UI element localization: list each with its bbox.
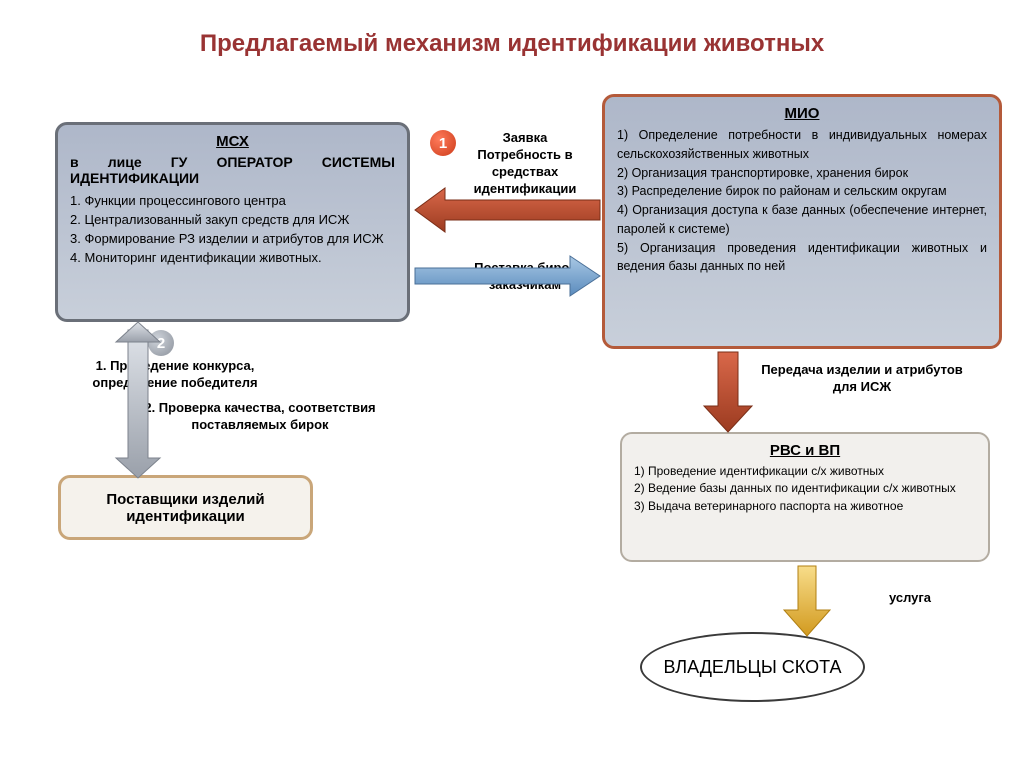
- label-service: услуга: [870, 590, 950, 607]
- badge-1: 1: [430, 130, 456, 156]
- mcx-title: МСХ: [70, 133, 395, 150]
- supplier-box: Поставщики изделий идентификации: [58, 475, 313, 540]
- mio-box: МИО 1) Определение потребности в индивид…: [602, 94, 1002, 349]
- mio-title: МИО: [617, 105, 987, 122]
- arrow-service: [784, 566, 830, 636]
- mcx-box: МСХ в лице ГУ ОПЕРАТОР СИСТЕМЫ ИДЕНТИФИК…: [55, 122, 410, 322]
- mcx-items: 1. Функции процессингового центра 2. Цен…: [70, 192, 395, 267]
- owners-label: ВЛАДЕЛЬЦЫ СКОТА: [664, 657, 842, 678]
- owners-ellipse: ВЛАДЕЛЬЦЫ СКОТА: [640, 632, 865, 702]
- label-request: Заявка Потребность в средствах идентифик…: [455, 130, 595, 198]
- mio-items: 1) Определение потребности в индивидуаль…: [617, 126, 987, 276]
- supplier-label: Поставщики изделий идентификации: [73, 491, 298, 525]
- rvs-title: РВС и ВП: [634, 442, 976, 459]
- badge-2: 2: [148, 330, 174, 356]
- rvs-box: РВС и ВП 1) Проведение идентификации с/х…: [620, 432, 990, 562]
- page-title: Предлагаемый механизм идентификации живо…: [0, 30, 1024, 58]
- label-delivery: Поставка бирок заказчикам: [455, 260, 595, 294]
- rvs-items: 1) Проведение идентификации с/х животных…: [634, 463, 976, 515]
- label-transfer: Передача изделии и атрибутов для ИСЖ: [752, 362, 972, 396]
- label-step2a: 1. Проведение конкурса, определение побе…: [55, 358, 295, 392]
- mcx-subtitle: в лице ГУ ОПЕРАТОР СИСТЕМЫ ИДЕНТИФИКАЦИИ: [70, 154, 395, 186]
- arrow-transfer: [704, 352, 752, 432]
- label-step2b: 2. Проверка качества, соответствия поста…: [140, 400, 380, 434]
